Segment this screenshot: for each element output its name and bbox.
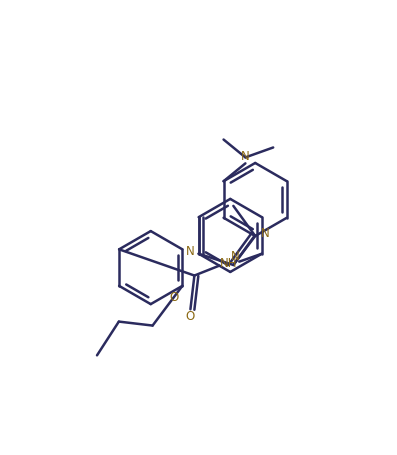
Text: N: N <box>231 250 240 263</box>
Text: NH: NH <box>220 257 237 270</box>
Text: O: O <box>170 291 179 304</box>
Text: N: N <box>241 150 250 163</box>
Text: N: N <box>185 245 194 258</box>
Text: N: N <box>260 227 269 240</box>
Text: O: O <box>186 310 195 323</box>
